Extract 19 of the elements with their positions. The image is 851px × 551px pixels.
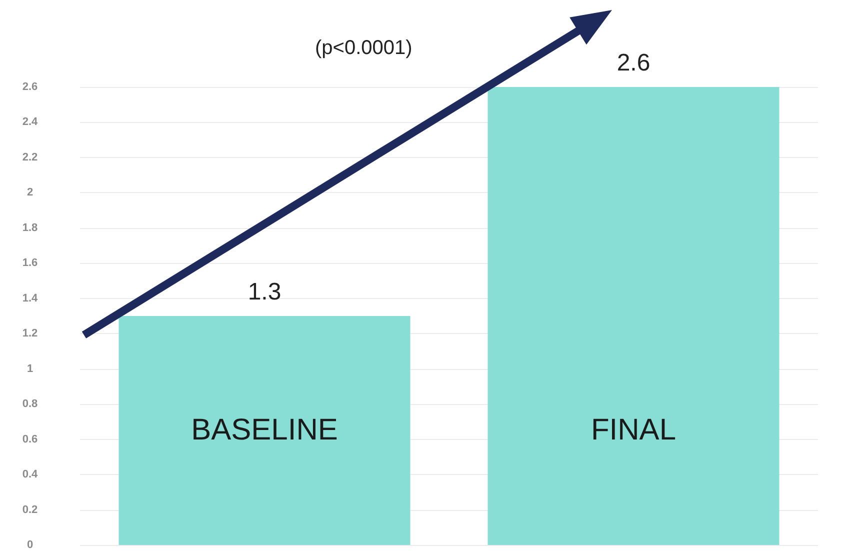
x-tick-label: BASELINE — [191, 414, 338, 446]
y-tick-label: 1.2 — [22, 328, 38, 340]
y-tick-label: 1 — [26, 362, 34, 375]
y-tick-label: 2.4 — [22, 116, 39, 128]
data-label: 2.6 — [616, 50, 650, 76]
y-tick-label: 2.2 — [22, 151, 38, 164]
x-tick-label: FINAL — [590, 414, 676, 446]
y-tick-label: 0 — [26, 539, 34, 551]
y-tick-label: 0.8 — [22, 398, 38, 410]
y-tick-label: 2 — [26, 186, 34, 199]
y-tick-label: 1.6 — [22, 257, 38, 270]
y-tick-label: 0.4 — [22, 468, 39, 481]
y-tick-label: 2.6 — [22, 81, 38, 93]
y-tick-label: 0.2 — [22, 504, 38, 516]
y-tick-label: 1.4 — [22, 292, 39, 304]
text: (p<0.0001) — [315, 37, 412, 59]
data-label: 1.3 — [248, 278, 282, 306]
y-tick-label: 1.8 — [22, 222, 38, 234]
y-tick-label: 0.6 — [22, 433, 38, 446]
